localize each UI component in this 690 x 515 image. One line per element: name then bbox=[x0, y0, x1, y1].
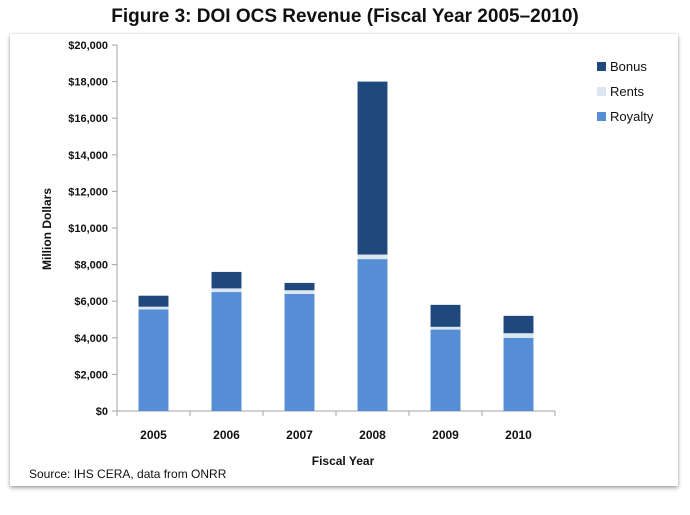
bar-rents-2009 bbox=[430, 326, 461, 330]
y-tick-label: $16,000 bbox=[68, 113, 108, 125]
x-tick-label: 2008 bbox=[359, 428, 386, 442]
y-axis: $0 $2,000 $4,000 $6,000 $8,000 $10,000 $12,000… bbox=[68, 40, 118, 418]
source-note: Source: IHS CERA, data from ONRR bbox=[29, 467, 227, 481]
y-tick-label: $6,000 bbox=[74, 296, 108, 308]
bar-bonus-2005 bbox=[138, 295, 169, 307]
bar-rents-2010 bbox=[503, 333, 534, 338]
bar-bonus-2009 bbox=[430, 304, 461, 327]
bar-bonus-2007 bbox=[284, 282, 315, 291]
legend-swatch-royalty bbox=[597, 112, 606, 121]
x-tick-label: 2007 bbox=[286, 428, 313, 442]
legend-label-rents: Rents bbox=[610, 84, 644, 99]
chart-title: Figure 3: DOI OCS Revenue (Fiscal Year 2… bbox=[111, 6, 579, 27]
x-tick-label: 2010 bbox=[505, 428, 532, 442]
x-axis: 2005 2006 2007 2008 2009 2010 bbox=[116, 410, 556, 442]
bar-bonus-2008 bbox=[357, 81, 388, 255]
bar-rents-2006 bbox=[211, 288, 242, 293]
y-tick-label: $18,000 bbox=[68, 77, 108, 89]
legend-label-bonus: Bonus bbox=[610, 59, 647, 74]
legend-label-royalty: Royalty bbox=[610, 109, 654, 124]
bar-rents-2007 bbox=[284, 290, 315, 294]
y-tick-label: $4,000 bbox=[74, 333, 108, 345]
x-tick-label: 2009 bbox=[432, 428, 459, 442]
legend-swatch-bonus bbox=[597, 62, 606, 71]
y-tick-label: $0 bbox=[96, 406, 108, 418]
bar-royalty-2008 bbox=[357, 259, 388, 411]
y-axis-label: Million Dollars bbox=[40, 188, 54, 270]
bar-bonus-2010 bbox=[503, 315, 534, 334]
bar-royalty-2005 bbox=[138, 309, 169, 411]
bar-rents-2008 bbox=[357, 254, 388, 260]
bars bbox=[138, 81, 534, 411]
y-tick-label: $12,000 bbox=[68, 186, 108, 198]
legend-swatch-rents bbox=[597, 87, 606, 96]
bar-royalty-2007 bbox=[284, 293, 315, 411]
y-tick-label: $14,000 bbox=[68, 150, 108, 162]
x-tick-label: 2005 bbox=[140, 428, 167, 442]
y-tick-label: $20,000 bbox=[68, 40, 108, 52]
y-tick-label: $8,000 bbox=[74, 260, 108, 272]
bar-royalty-2010 bbox=[503, 337, 534, 411]
bar-royalty-2006 bbox=[211, 292, 242, 411]
x-tick-label: 2006 bbox=[213, 428, 240, 442]
bar-rents-2005 bbox=[138, 306, 169, 310]
bar-bonus-2006 bbox=[211, 271, 242, 289]
legend: Bonus Rents Royalty bbox=[597, 59, 654, 124]
x-axis-label: Fiscal Year bbox=[312, 454, 375, 468]
y-tick-label: $2,000 bbox=[74, 369, 108, 381]
bar-royalty-2009 bbox=[430, 329, 461, 411]
y-tick-label: $10,000 bbox=[68, 223, 108, 235]
